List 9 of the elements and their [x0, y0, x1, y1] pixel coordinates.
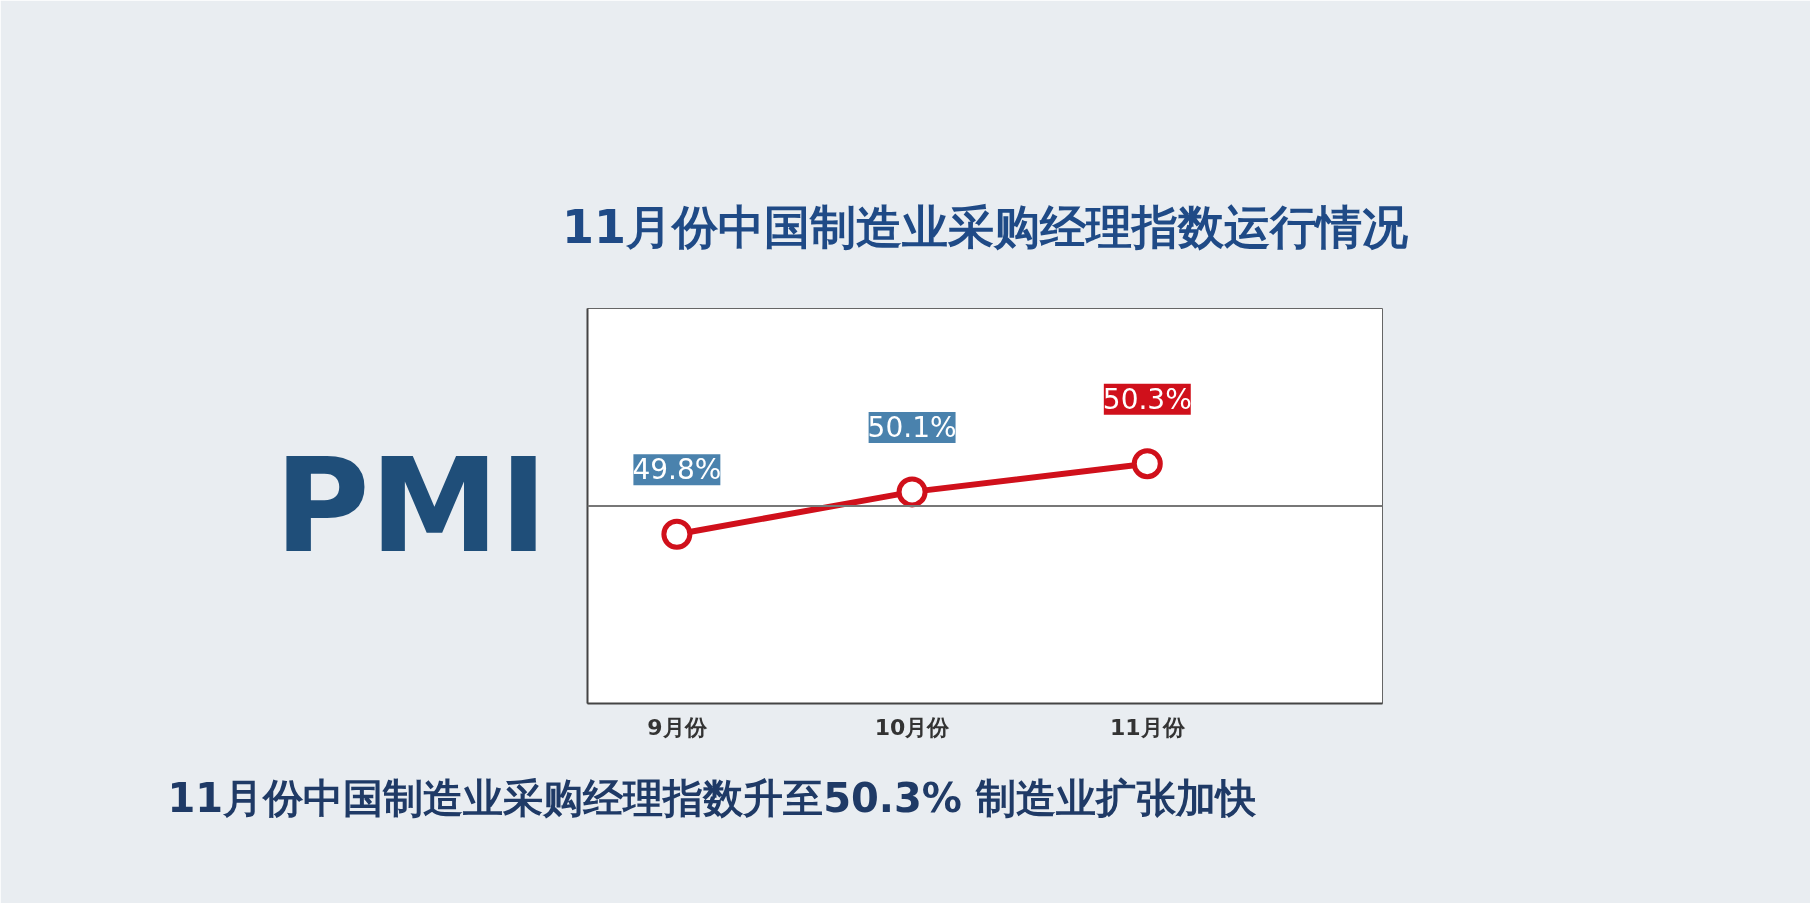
text: 11月份中国制造业采购经理指数升至50.3% 制造业扩张加快 — [167, 774, 1257, 821]
chart-title: 11月份中国制造业采购经理指数运行情况 — [561, 199, 1409, 254]
y-axis-title: PMI — [274, 430, 548, 582]
x-tick-label: 11月份 — [1109, 714, 1186, 740]
x-tick-label: 10月份 — [874, 714, 951, 740]
x-tick-label: 9月份 — [647, 714, 708, 740]
data-label: 49.8% — [632, 453, 722, 487]
data-label: 50.3% — [1102, 382, 1192, 416]
data-label: 50.1% — [867, 410, 957, 444]
